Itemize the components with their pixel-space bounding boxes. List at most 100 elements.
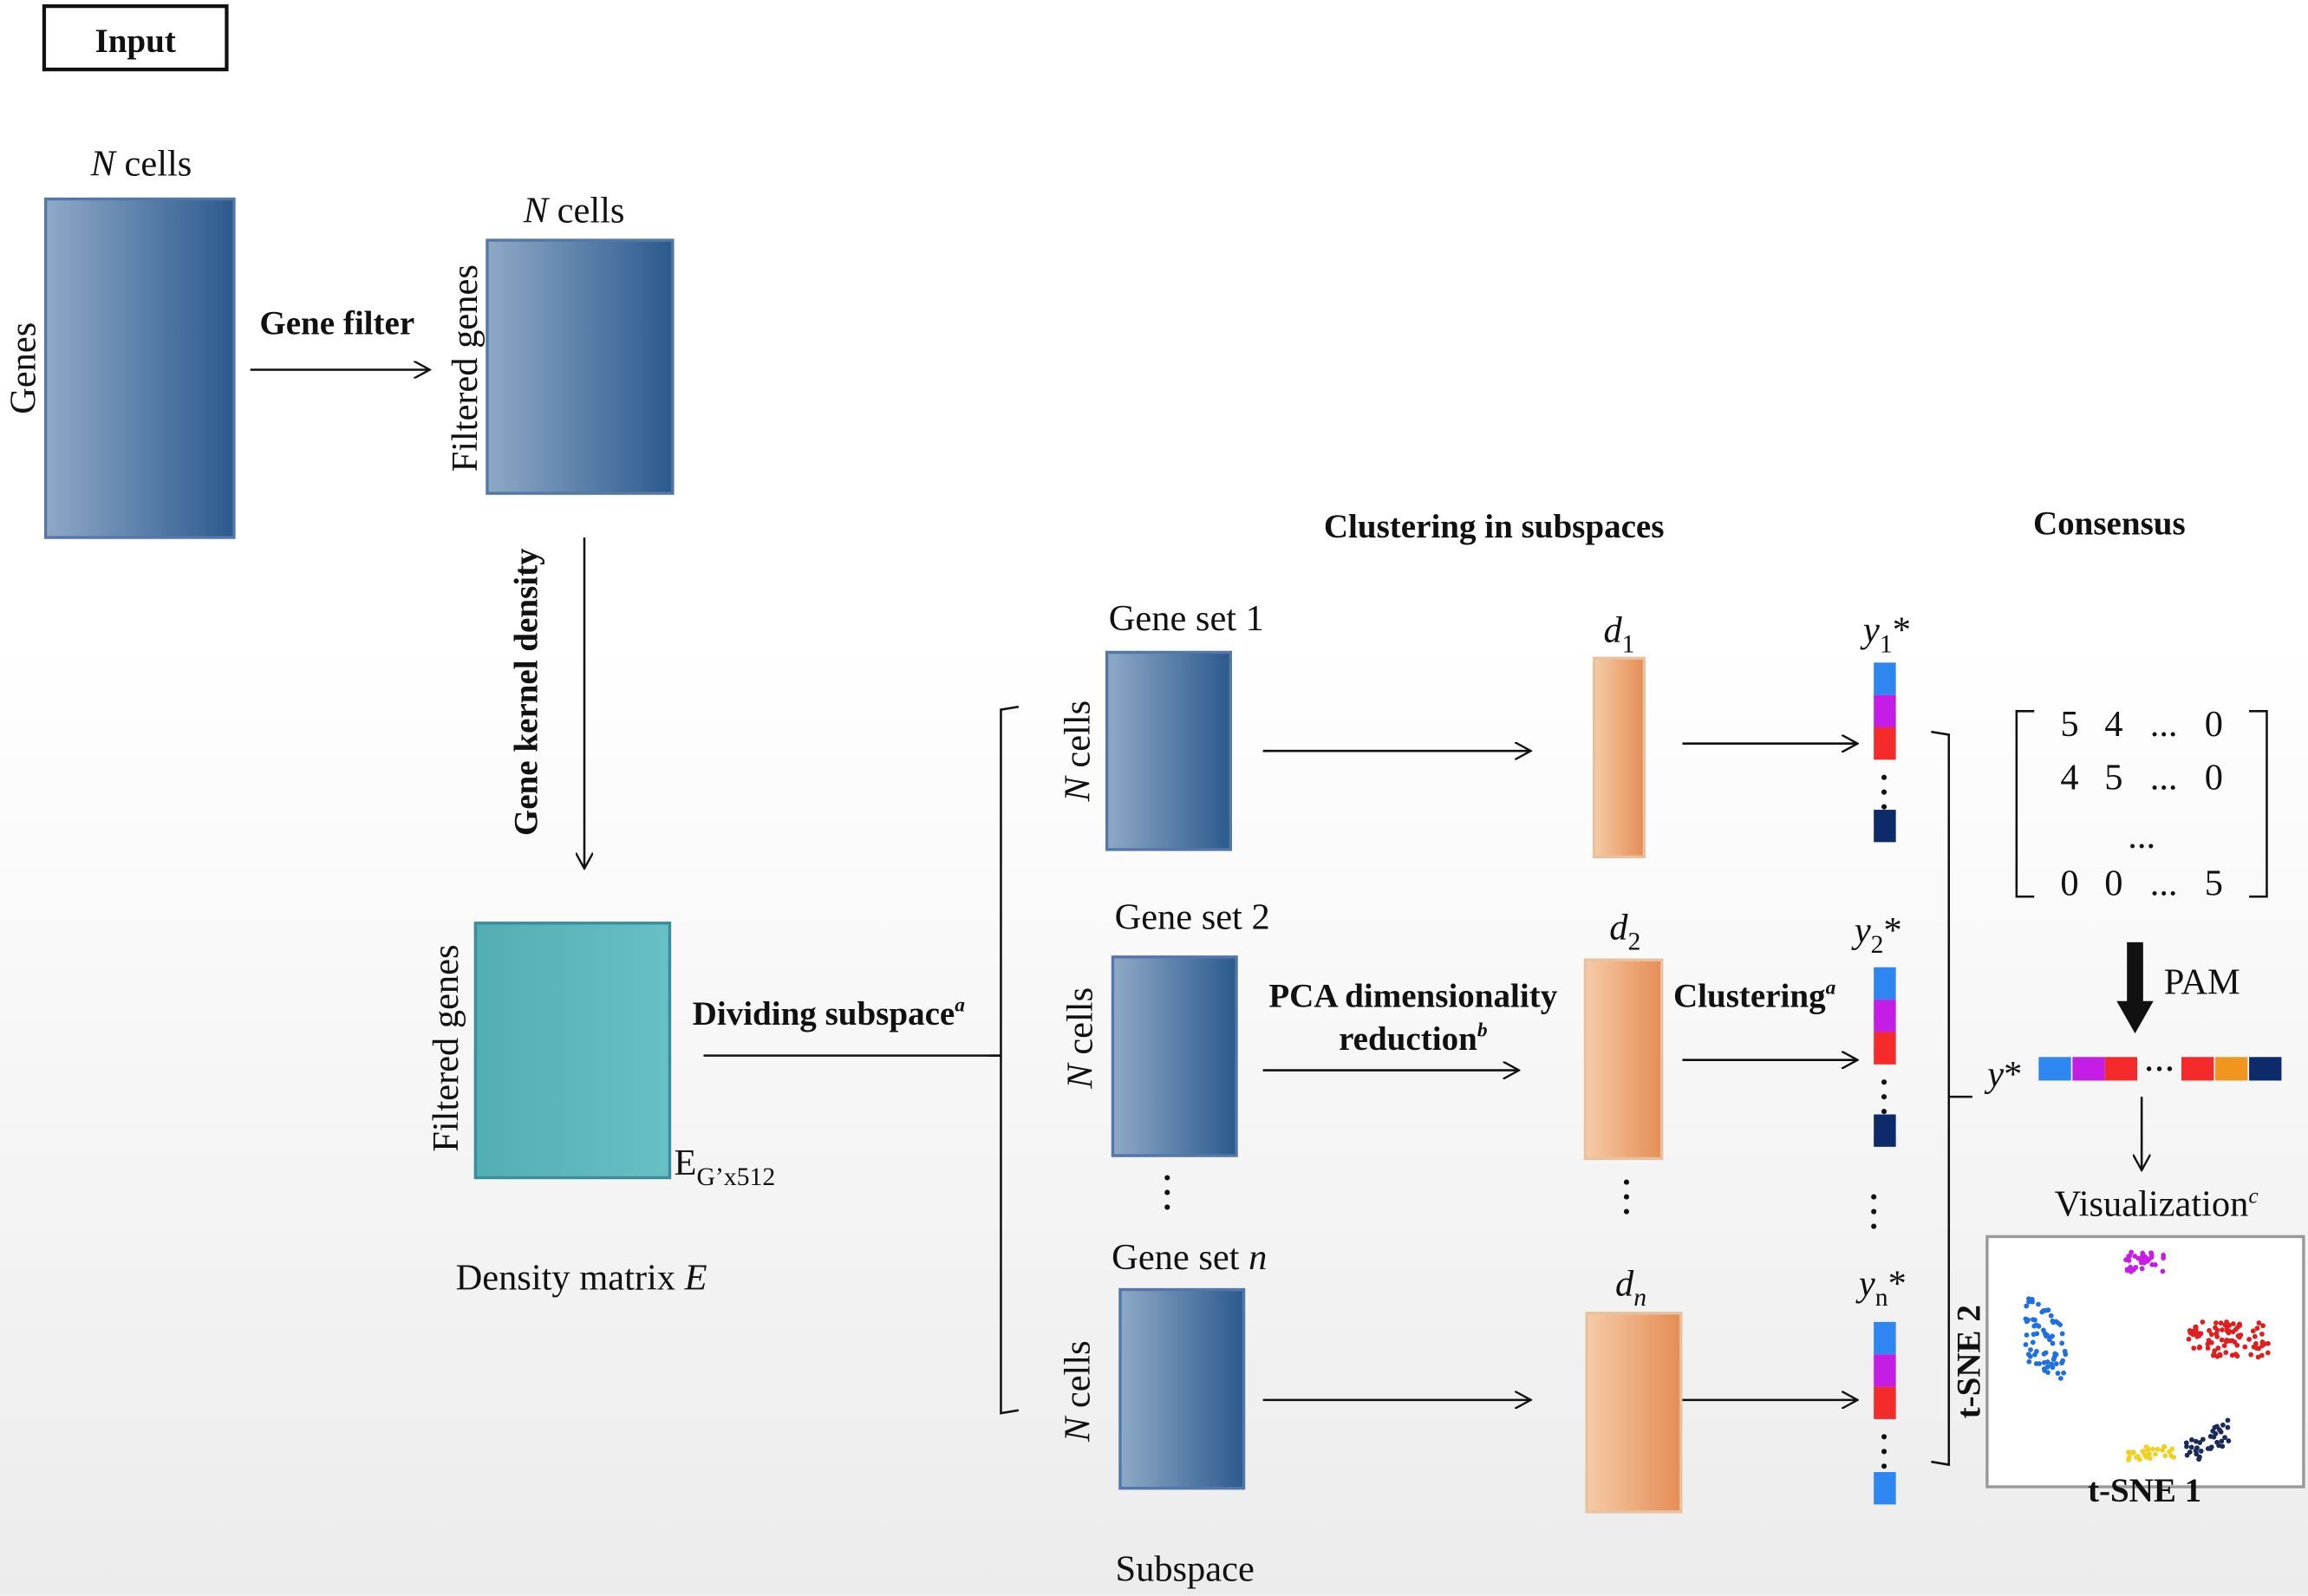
gene-set-label: Gene set n — [1112, 1237, 1267, 1278]
plot-dot — [2127, 1253, 2133, 1259]
text-part: 1 — [1622, 630, 1635, 658]
text-part: N — [1057, 775, 1098, 803]
plot-dot — [2207, 1327, 2212, 1333]
plot-dot — [2256, 1320, 2262, 1326]
plot-dot — [2205, 1341, 2211, 1347]
plot-dot — [2234, 1342, 2240, 1348]
matrix-side-label: Genes — [3, 322, 44, 414]
plot-dot — [2197, 1454, 2202, 1460]
plot-dot — [2254, 1326, 2260, 1332]
kernel-density-label: Gene kernel density — [508, 548, 545, 836]
label-cell — [1874, 1000, 1896, 1033]
reduced-matrix — [1592, 656, 1646, 859]
plot-dot — [2248, 1352, 2254, 1358]
d-label: dn — [1615, 1263, 1646, 1312]
ellipsis-dot — [1164, 1204, 1170, 1210]
text-part: * — [1884, 910, 1902, 951]
plot-dot — [2036, 1301, 2041, 1307]
text-part: ... — [2150, 757, 2178, 798]
plot-dot — [2255, 1354, 2261, 1360]
plot-dot — [2214, 1353, 2220, 1359]
plot-dot — [2194, 1445, 2200, 1450]
text-part: Gene filter — [259, 305, 414, 342]
plot-dot — [2053, 1361, 2059, 1367]
matrix-side-label: N cells — [1057, 700, 1098, 803]
reduced-matrix — [1583, 958, 1664, 1161]
text-part: Gene set 2 — [1115, 897, 1270, 938]
plot-dot — [2057, 1376, 2064, 1381]
dim-label: EG’x512 — [675, 1143, 776, 1191]
plot-dot — [2049, 1361, 2055, 1367]
matrix-entry: ... — [2150, 704, 2178, 745]
text-part: E — [675, 1143, 697, 1183]
plot-dot — [2220, 1443, 2226, 1449]
plot-dot — [2041, 1308, 2046, 1313]
text-part: d — [1615, 1263, 1634, 1304]
subspace-caption: Subspace — [1116, 1549, 1255, 1590]
gene-set-label: Gene set 2 — [1115, 897, 1270, 938]
text-part: Gene kernel density — [508, 548, 545, 836]
plot-dot — [2055, 1371, 2061, 1376]
d-label: d2 — [1609, 907, 1640, 955]
plot-dot — [2149, 1261, 2155, 1267]
plot-dot — [2023, 1342, 2029, 1347]
text-part: 0 — [2104, 863, 2122, 904]
text-part: * — [2004, 1054, 2022, 1095]
matrix-entry: 5 — [2104, 757, 2122, 798]
matrix-top-label: N cells — [90, 143, 192, 184]
plot-dot — [2044, 1359, 2050, 1365]
plot-dot — [2253, 1341, 2259, 1346]
text-part: t-SNE 2 — [1950, 1305, 1987, 1418]
ellipsis-dot — [1623, 1194, 1630, 1200]
plot-dot — [2146, 1257, 2152, 1262]
ellipsis-dot — [1871, 1194, 1877, 1200]
text-part: 5 — [2104, 757, 2122, 798]
label-cell — [2181, 1057, 2214, 1081]
plot-dot — [2235, 1324, 2240, 1330]
plot-dot — [2194, 1333, 2200, 1339]
clustering-label: Clusteringa — [1673, 976, 1836, 1014]
text-part: Subspace — [1116, 1549, 1255, 1590]
plot-dot — [2050, 1340, 2056, 1346]
text-part: Visualization — [2055, 1184, 2249, 1225]
section-title: Clustering in subspaces — [1324, 508, 1665, 545]
label-cell — [2249, 1057, 2282, 1081]
plot-dot — [2207, 1433, 2213, 1439]
text-part: n — [1875, 1284, 1888, 1312]
plot-dot — [2225, 1417, 2231, 1423]
matrix-entry: 4 — [2104, 704, 2122, 745]
plot-dot — [2256, 1345, 2262, 1352]
text-part: Clustering — [1673, 978, 1826, 1015]
pam-arrow-shaft — [2127, 941, 2143, 1005]
text-part: n — [1633, 1284, 1646, 1312]
plot-dot — [2048, 1313, 2054, 1319]
plot-dot — [2140, 1250, 2146, 1256]
plot-dot — [2024, 1319, 2030, 1325]
label-cell — [2215, 1057, 2248, 1081]
text-part: N — [523, 191, 551, 231]
text-part: cells — [548, 191, 624, 231]
text-part: d — [1603, 610, 1622, 651]
y-label: yn* — [1855, 1263, 1907, 1312]
text-part: cells — [115, 143, 192, 184]
plot-dot — [2191, 1345, 2197, 1351]
label-cell — [1874, 662, 1896, 695]
plot-dot — [2044, 1333, 2049, 1339]
input-matrix — [43, 197, 236, 539]
plot-dot — [2160, 1268, 2166, 1274]
plot-dot — [2142, 1452, 2148, 1458]
plot-dot — [2224, 1338, 2230, 1343]
plot-dot — [2062, 1348, 2068, 1354]
plot-dot — [2208, 1332, 2214, 1338]
plot-dot — [2183, 1440, 2189, 1446]
density-caption: Density matrix E — [456, 1258, 707, 1299]
plot-dot — [2024, 1332, 2030, 1338]
text-part: 1 — [1880, 630, 1893, 658]
plot-dot — [2189, 1436, 2194, 1443]
plot-dot — [2037, 1361, 2042, 1366]
matrix-entry: 5 — [2205, 863, 2223, 904]
plot-dot — [2216, 1427, 2222, 1432]
visualization-label: Visualizationc — [2055, 1182, 2259, 1224]
plot-dot — [2206, 1338, 2212, 1344]
